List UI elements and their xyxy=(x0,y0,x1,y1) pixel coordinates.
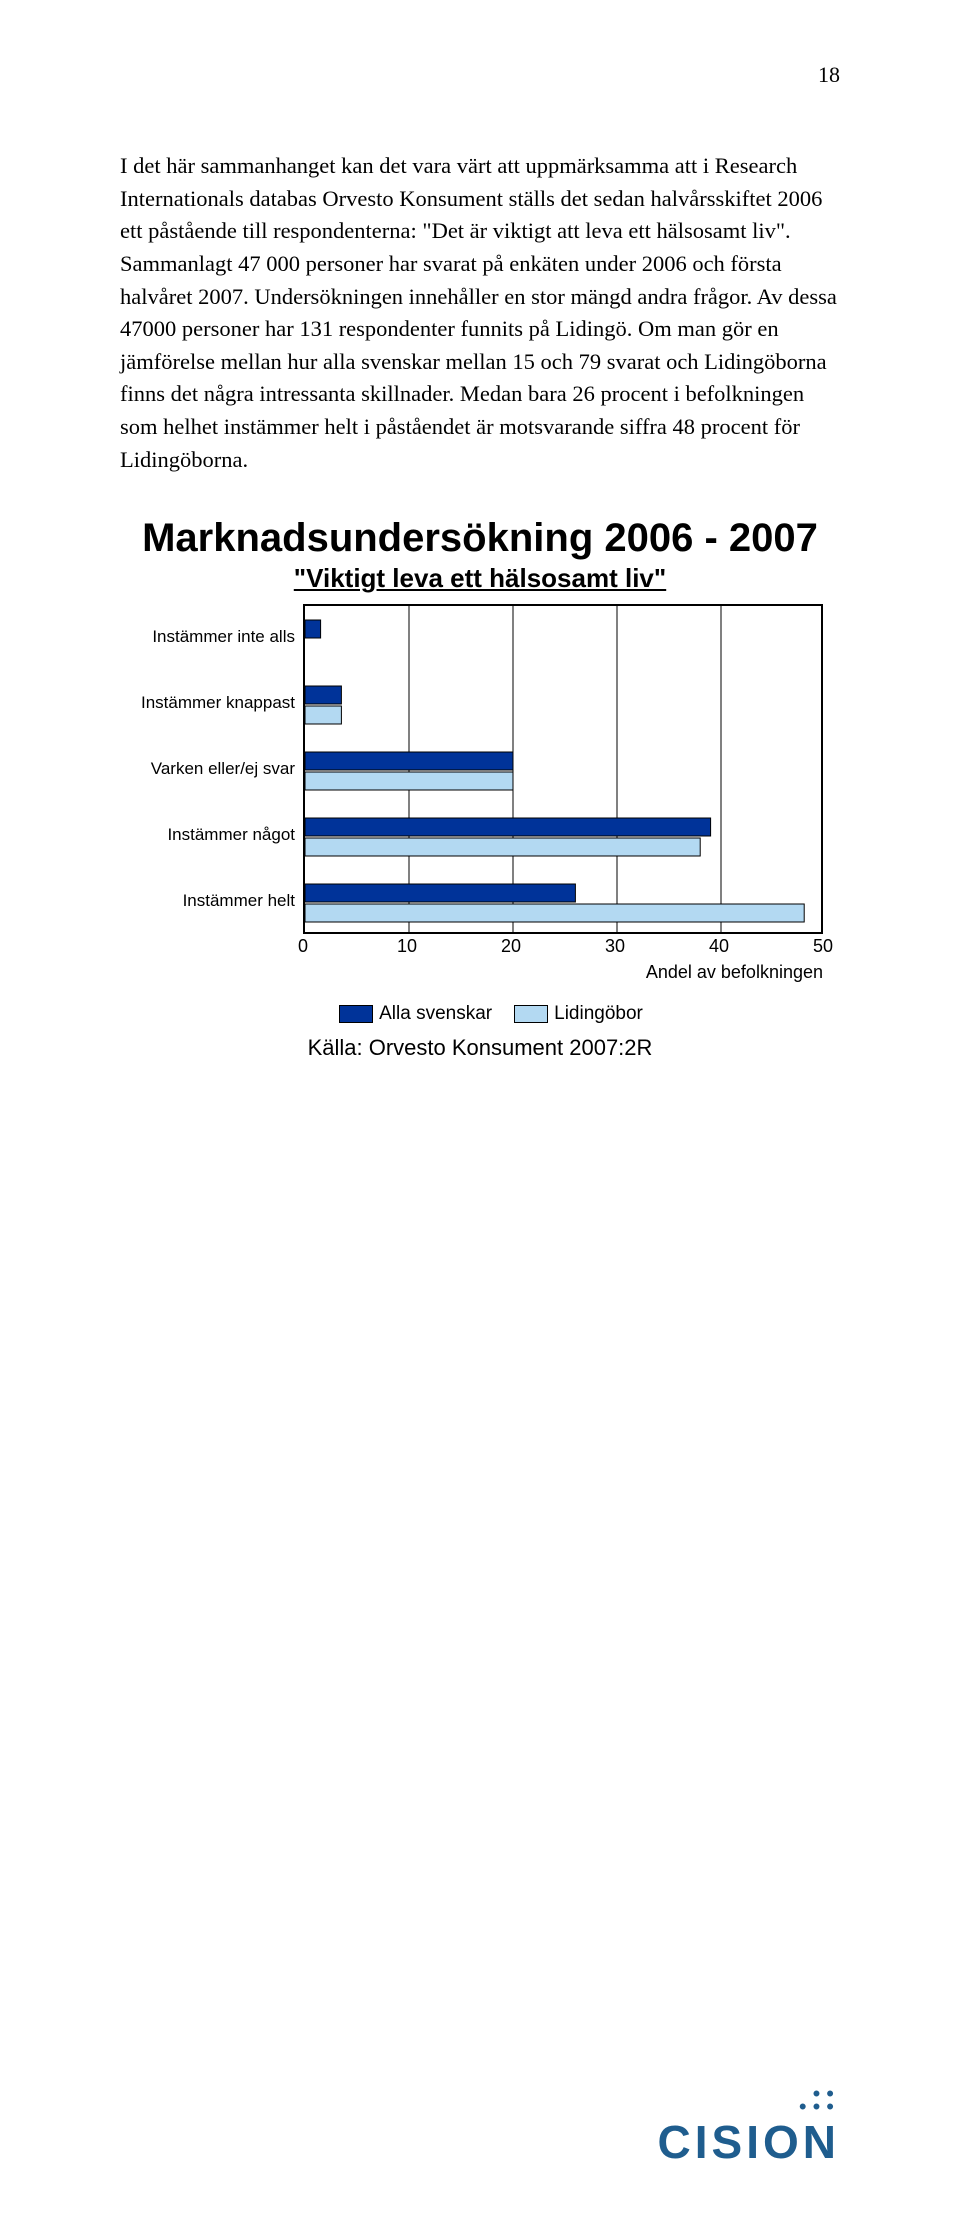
page-number: 18 xyxy=(818,62,840,88)
chart-bar xyxy=(305,884,575,902)
page: 18 I det här sammanhanget kan det vara v… xyxy=(0,0,960,2239)
chart-y-labels: Instämmer inte alls Instämmer knappast Var… xyxy=(120,604,303,934)
chart-sub-title: "Viktigt leva ett hälsosamt liv" xyxy=(120,563,840,594)
chart-bar xyxy=(305,686,341,704)
chart-block: Marknadsundersökning 2006 - 2007 "Viktig… xyxy=(120,516,840,1061)
chart-x-tick: 40 xyxy=(709,936,729,957)
legend-swatch xyxy=(339,1005,373,1023)
chart-y-label: Instämmer inte alls xyxy=(120,627,295,647)
logo-text: CISION xyxy=(658,2115,840,2169)
chart-x-tick: 30 xyxy=(605,936,625,957)
chart-plot-row: Instämmer inte alls Instämmer knappast Var… xyxy=(120,604,840,934)
chart-bar xyxy=(305,904,804,922)
chart-bar xyxy=(305,772,513,790)
chart-x-tick: 20 xyxy=(501,936,521,957)
chart-y-label: Varken eller/ej svar xyxy=(120,759,295,779)
chart-y-label: Instämmer något xyxy=(120,825,295,845)
chart-x-tick: 50 xyxy=(813,936,833,957)
chart-x-tick: 0 xyxy=(298,936,308,957)
logo-dots-icon: •• ••• xyxy=(658,2087,840,2113)
chart-x-axis-label: Andel av befolkningen xyxy=(303,962,823,983)
legend-label: Alla svenskar xyxy=(379,1003,492,1024)
chart-bar xyxy=(305,620,321,638)
chart-x-tick: 10 xyxy=(397,936,417,957)
body-paragraph: I det här sammanhanget kan det vara värt… xyxy=(120,150,840,476)
chart-xlabel-spacer xyxy=(120,962,303,983)
chart-bar xyxy=(305,838,700,856)
chart-plot-area xyxy=(303,604,823,934)
chart-xaxis-row: 0 10 20 30 40 50 xyxy=(120,934,840,958)
chart-xlabel-row: Andel av befolkningen xyxy=(120,962,840,983)
chart-y-label: Instämmer knappast xyxy=(120,693,295,713)
chart-x-ticks: 01020304050 xyxy=(303,934,823,958)
chart-xaxis-spacer xyxy=(120,934,303,958)
brand-logo: •• ••• CISION xyxy=(658,2087,840,2169)
chart-main-title: Marknadsundersökning 2006 - 2007 xyxy=(120,516,840,561)
legend-label: Lidingöbor xyxy=(554,1003,643,1024)
chart-bar xyxy=(305,752,513,770)
chart-bar xyxy=(305,818,711,836)
chart-source-line: Källa: Orvesto Konsument 2007:2R xyxy=(120,1035,840,1061)
chart-legend: Alla svenskar Lidingöbor xyxy=(120,1003,840,1025)
legend-swatch xyxy=(514,1005,548,1023)
chart-y-label: Instämmer helt xyxy=(120,891,295,911)
chart-bar xyxy=(305,706,341,724)
